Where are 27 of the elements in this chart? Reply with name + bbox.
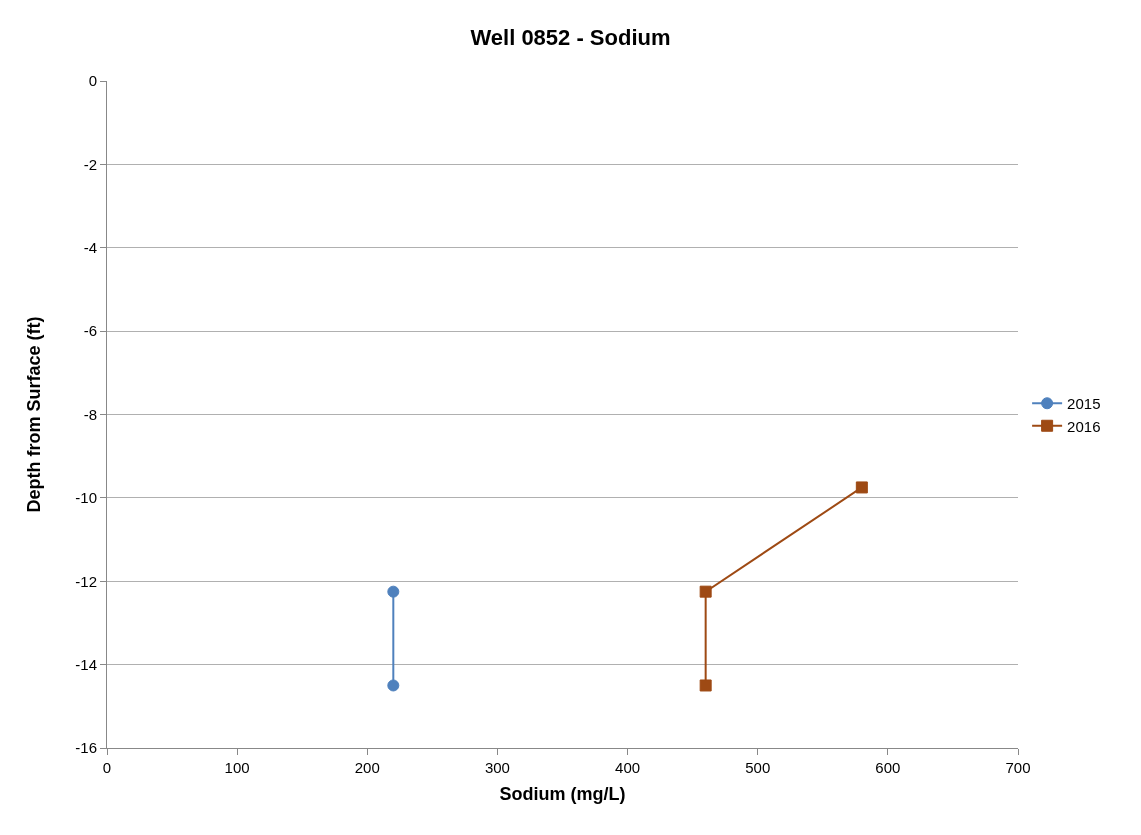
point <box>699 679 712 692</box>
y-tick-label: -8 <box>83 405 97 423</box>
x-tick-label: 300 <box>484 759 510 776</box>
x-tick-label: 200 <box>354 759 380 776</box>
x-tick-label: 100 <box>224 759 250 776</box>
x-tick-label: 700 <box>1005 759 1031 776</box>
x-tick-label: 400 <box>615 759 641 776</box>
y-axis-title: Depth from Surface (ft) <box>23 316 44 513</box>
y-tick-label: -2 <box>83 155 97 173</box>
y-tick-label: -16 <box>75 739 97 757</box>
point <box>387 679 400 692</box>
x-tick-label: 0 <box>102 759 112 776</box>
x-tick-label: 600 <box>875 759 901 776</box>
y-tick-label: 0 <box>88 72 97 90</box>
point <box>387 585 400 598</box>
y-tick-label: -12 <box>75 572 97 590</box>
x-axis-title: Sodium (mg/L) <box>499 784 626 805</box>
y-tick-label: -14 <box>75 655 97 673</box>
legend-label: 2015 <box>1067 395 1101 413</box>
y-tick-label: -6 <box>83 322 97 340</box>
legend-label: 2016 <box>1067 417 1101 435</box>
x-tick-label: 500 <box>745 759 771 776</box>
point <box>855 481 868 494</box>
y-tick-label: -10 <box>75 489 97 507</box>
chart-title: Well 0852 - Sodium <box>470 25 671 51</box>
point <box>699 585 712 598</box>
y-tick-label: -4 <box>83 239 97 256</box>
